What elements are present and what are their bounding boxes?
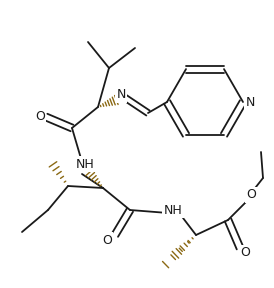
Text: O: O xyxy=(35,109,45,122)
Text: N: N xyxy=(245,96,255,109)
Text: NH: NH xyxy=(76,158,94,170)
Text: O: O xyxy=(102,234,112,247)
Text: O: O xyxy=(240,247,250,259)
Text: N: N xyxy=(116,88,126,101)
Text: O: O xyxy=(246,189,256,202)
Text: NH: NH xyxy=(164,204,182,217)
